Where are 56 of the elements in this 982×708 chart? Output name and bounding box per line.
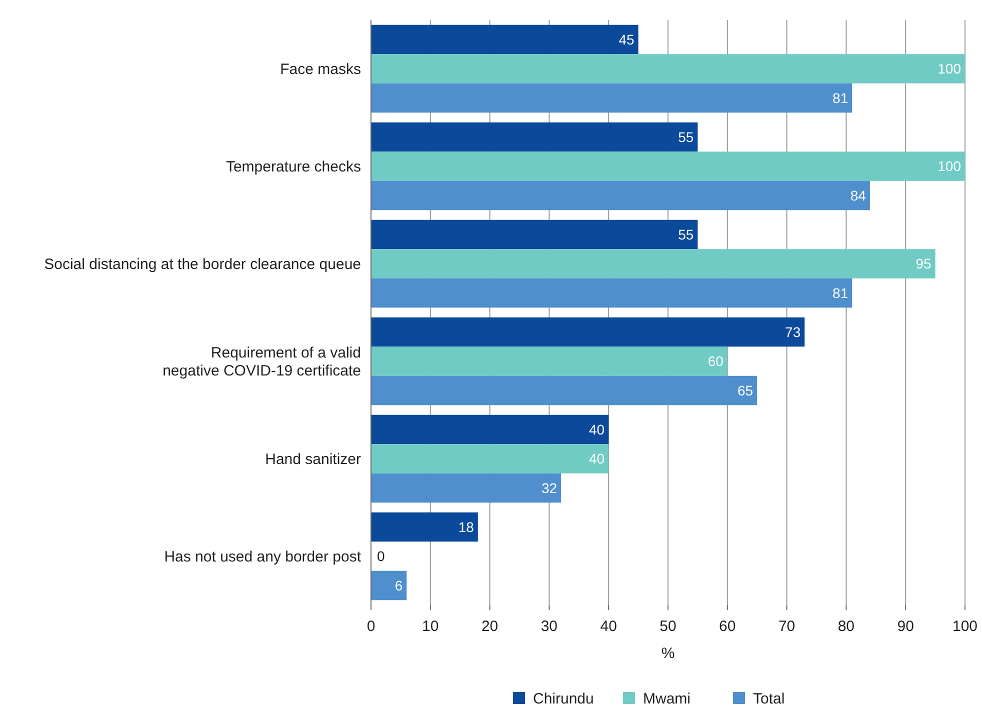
- bar: [371, 180, 870, 210]
- data-label: 55: [678, 226, 694, 242]
- data-label: 40: [589, 450, 605, 467]
- data-label: 18: [458, 518, 474, 535]
- data-label: 73: [785, 324, 801, 340]
- x-tick-label: 90: [897, 618, 914, 635]
- x-axis-title: %: [661, 645, 675, 662]
- y-tick-label: Hand sanitizer: [265, 451, 361, 468]
- x-tick-label: 0: [366, 618, 376, 635]
- y-tick-label: Requirement of a valid negative COVID-19 certificate: [162, 344, 361, 380]
- data-label: 55: [678, 128, 694, 145]
- data-label: 81: [832, 284, 848, 301]
- bar: [371, 512, 478, 542]
- data-label: 6: [394, 577, 403, 594]
- data-label: 84: [850, 187, 866, 204]
- x-tick-label: 20: [481, 618, 498, 635]
- data-label: 60: [708, 353, 724, 370]
- x-tick-label: 10: [422, 618, 439, 635]
- x-tick-label: 70: [778, 618, 796, 635]
- data-label: 40: [589, 421, 605, 438]
- bar: [371, 570, 407, 600]
- bar: [371, 346, 728, 376]
- bar: [371, 444, 609, 474]
- x-tick-label: 80: [838, 618, 855, 635]
- y-tick-label: Social distancing at the border clearance queue: [44, 256, 361, 273]
- bar: [371, 278, 852, 308]
- legend-label: Chirundu: [533, 690, 594, 708]
- y-tick-label: Face masks: [280, 61, 361, 78]
- bar: [371, 376, 758, 406]
- data-label: 81: [832, 90, 848, 106]
- bar: [371, 24, 638, 54]
- data-label: 32: [542, 480, 558, 496]
- data-label: 0: [377, 548, 385, 564]
- bar: [371, 152, 965, 181]
- y-tick-label: Has not used any border post: [164, 548, 362, 566]
- x-tick-label: 100: [952, 618, 978, 635]
- bar: [371, 473, 562, 503]
- bar: [371, 317, 805, 347]
- data-label: 65: [738, 382, 754, 398]
- y-tick-label: Temperature checks: [226, 158, 361, 176]
- x-tick-label: 50: [660, 618, 676, 635]
- legend-label: Total: [753, 690, 785, 708]
- x-tick-label: 40: [600, 618, 617, 635]
- bar: [371, 122, 698, 152]
- bar: [371, 249, 936, 278]
- bar: [371, 83, 852, 113]
- bar: [371, 54, 965, 84]
- bar: [371, 414, 609, 444]
- bar: [371, 220, 698, 250]
- x-tick-label: 30: [540, 618, 558, 635]
- legend-label: Mwami: [643, 690, 690, 708]
- data-label: 95: [916, 256, 932, 272]
- data-label: 45: [618, 31, 635, 48]
- x-tick-label: 60: [719, 618, 736, 635]
- data-label: 100: [938, 158, 962, 174]
- data-label: 100: [938, 60, 962, 77]
